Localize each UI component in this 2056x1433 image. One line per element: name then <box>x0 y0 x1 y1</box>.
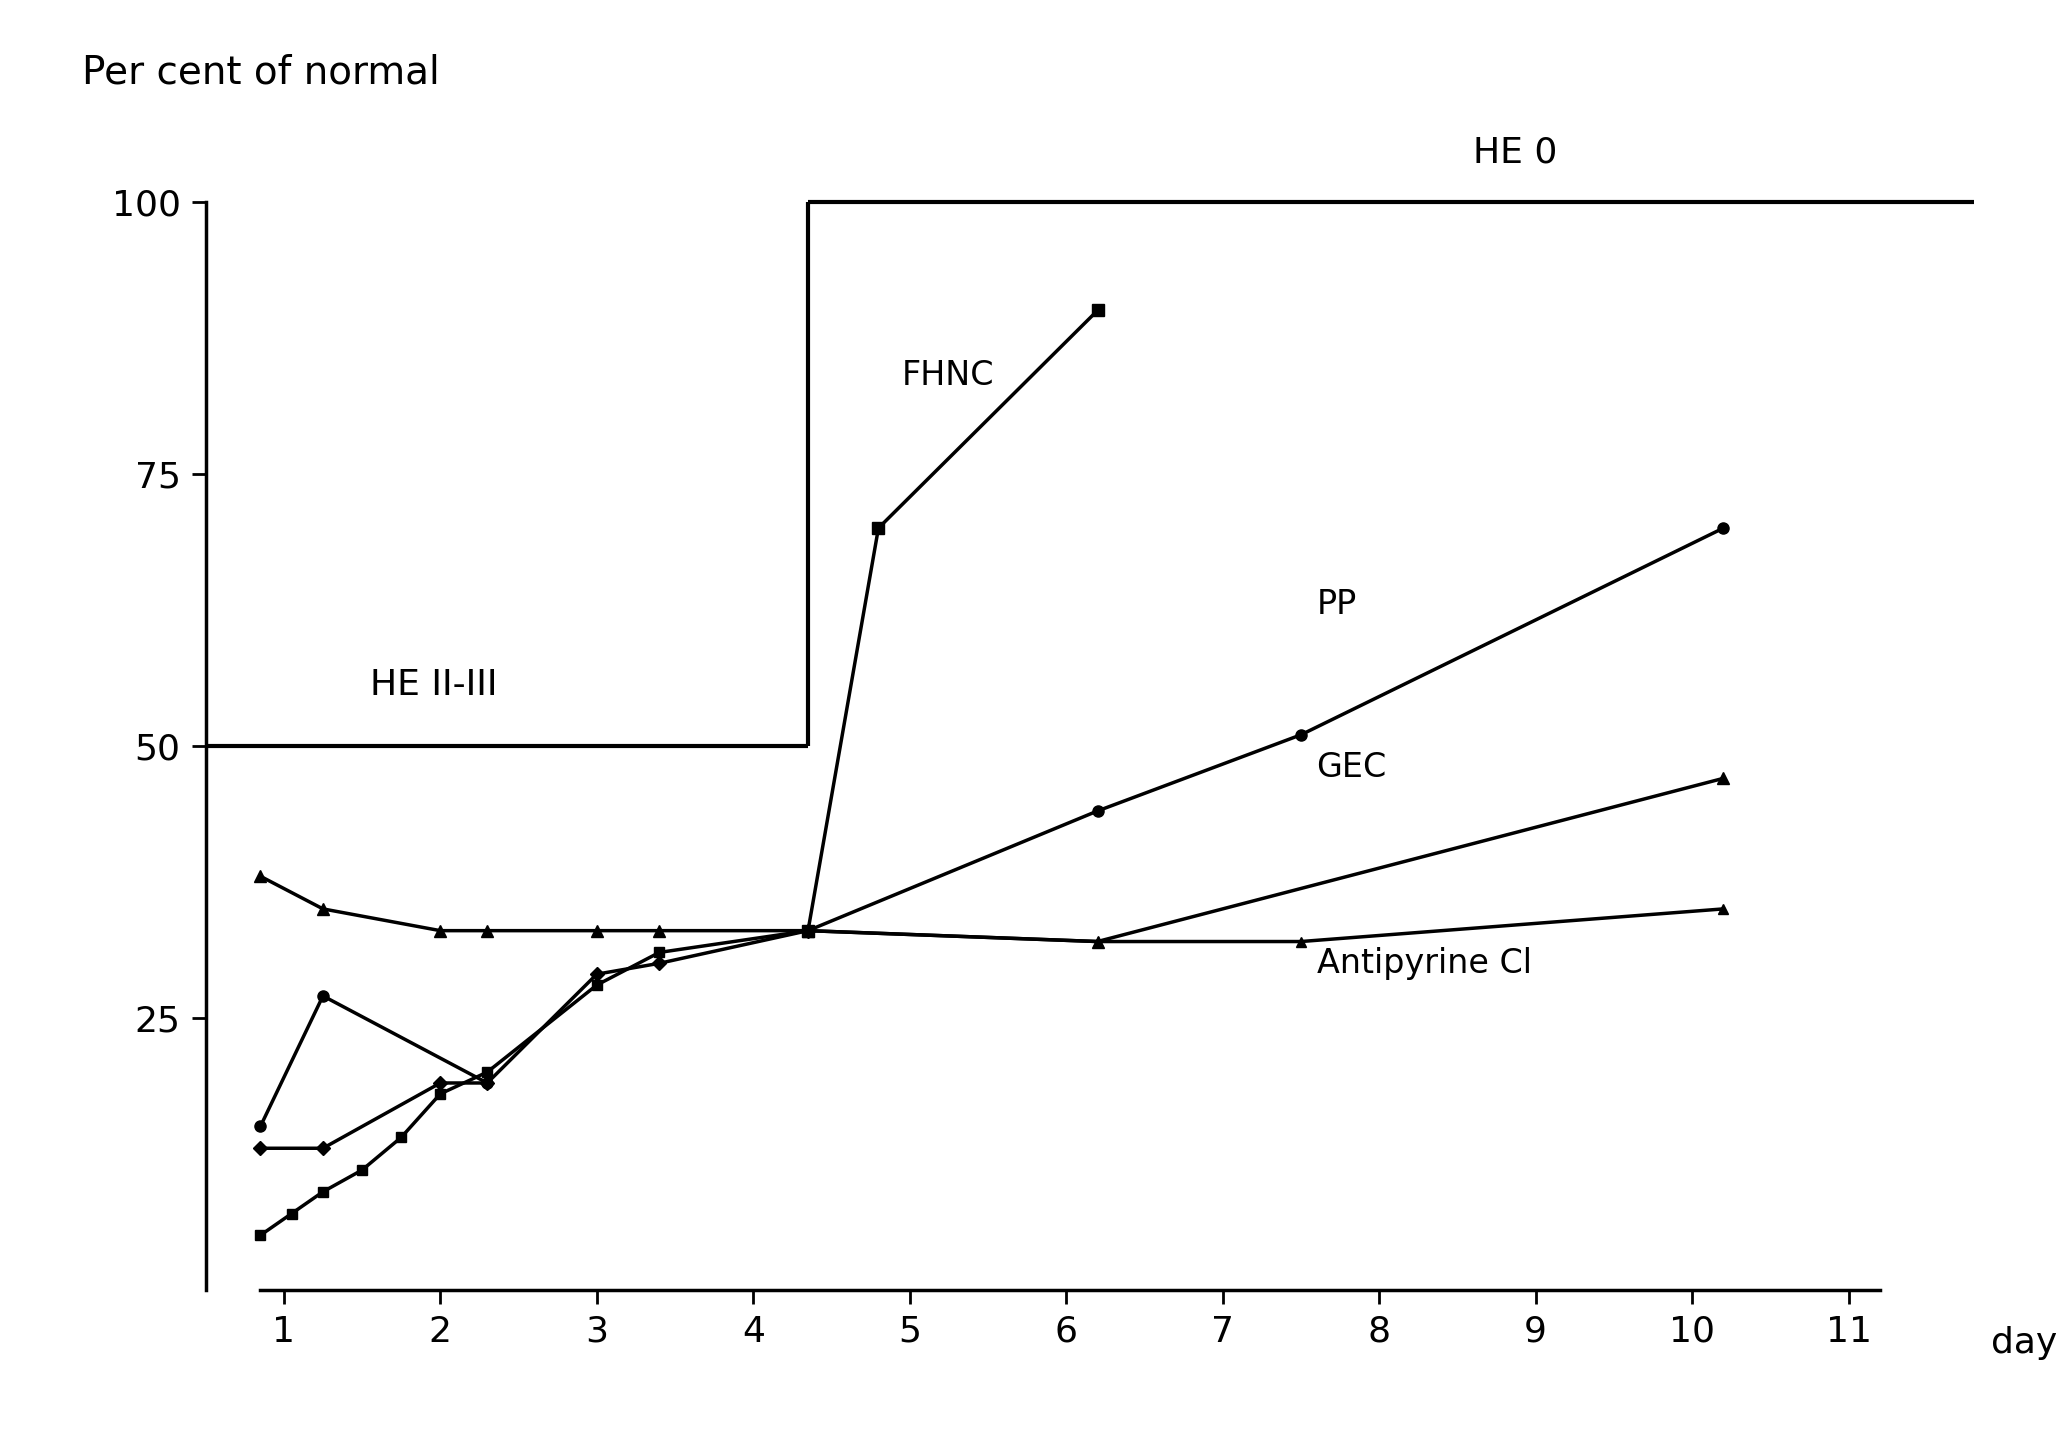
Text: Antipyrine Cl: Antipyrine Cl <box>1316 947 1532 980</box>
Text: PP: PP <box>1316 588 1357 620</box>
Text: HE II-III: HE II-III <box>370 668 498 702</box>
Text: FHNC: FHNC <box>903 360 995 393</box>
Text: HE 0: HE 0 <box>1472 135 1556 169</box>
Text: days: days <box>1992 1326 2056 1360</box>
Text: Per cent of normal: Per cent of normal <box>82 53 440 92</box>
Text: GEC: GEC <box>1316 751 1388 784</box>
